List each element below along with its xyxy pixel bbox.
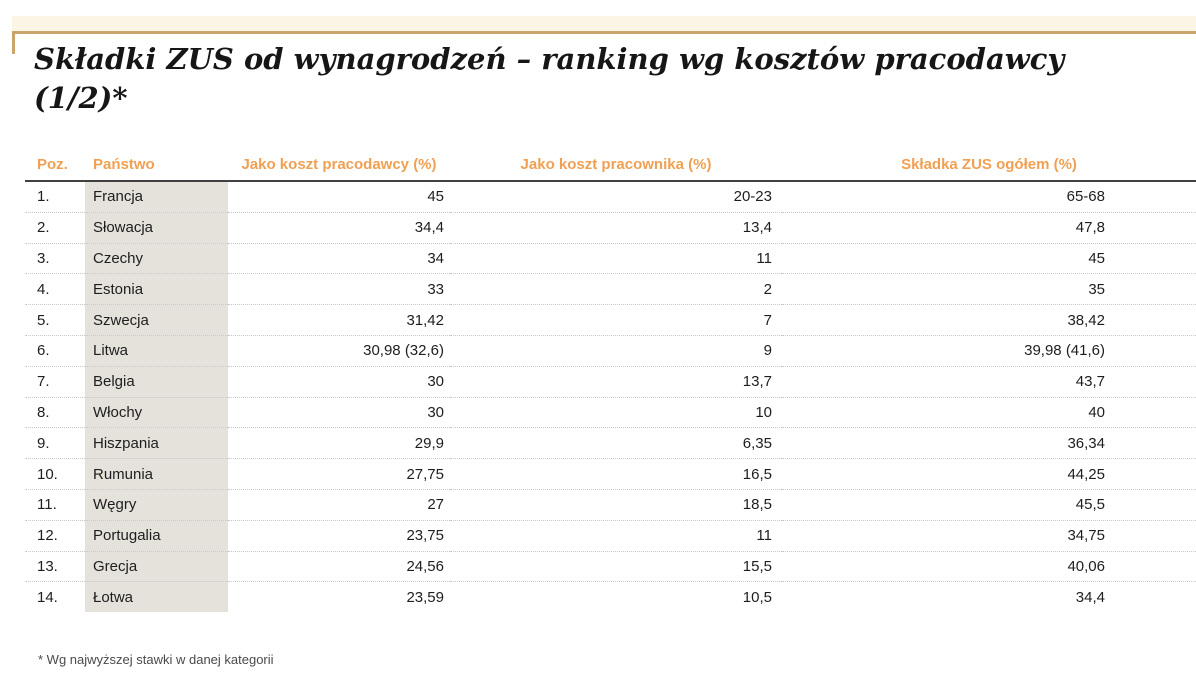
corner-bracket-horizontal <box>12 31 1196 34</box>
cell-employer-cost: 30 <box>228 365 450 398</box>
cell-country: Grecja <box>85 550 228 582</box>
cell-country: Portugalia <box>85 519 228 552</box>
cell-employee-cost: 15,5 <box>450 550 782 582</box>
cell-position: 3. <box>25 242 85 274</box>
cell-employee-cost: 11 <box>450 519 782 552</box>
cell-employee-cost: 10,5 <box>450 581 782 613</box>
column-header-koszt-pracownika: Jako koszt pracownika (%) <box>450 156 782 182</box>
cell-employer-cost: 27,75 <box>228 458 450 490</box>
cell-total-contribution: 40,06 <box>782 550 1196 582</box>
cell-country: Szwecja <box>85 304 228 336</box>
cell-total-contribution: 34,75 <box>782 519 1196 552</box>
cell-employee-cost: 2 <box>450 273 782 305</box>
cell-country: Francja <box>85 181 228 213</box>
cell-country: Estonia <box>85 273 228 305</box>
cell-country: Węgry <box>85 488 228 521</box>
cell-position: 4. <box>25 273 85 305</box>
cell-total-contribution: 44,25 <box>782 458 1196 490</box>
corner-bracket-vertical <box>12 31 15 54</box>
cell-total-contribution: 38,42 <box>782 304 1196 336</box>
table-row: 9. Hiszpania 29,9 6,35 36,34 <box>25 427 1196 459</box>
cell-country: Łotwa <box>85 581 228 613</box>
cell-employer-cost: 27 <box>228 488 450 521</box>
column-header-poz: Poz. <box>25 156 85 182</box>
cell-total-contribution: 40 <box>782 396 1196 428</box>
top-accent-band <box>12 16 1196 31</box>
cell-employer-cost: 34 <box>228 242 450 274</box>
cell-employee-cost: 9 <box>450 334 782 367</box>
cell-total-contribution: 43,7 <box>782 365 1196 398</box>
cell-position: 2. <box>25 211 85 244</box>
cell-employer-cost: 23,59 <box>228 581 450 613</box>
table-row: 13. Grecja 24,56 15,5 40,06 <box>25 550 1196 582</box>
cell-total-contribution: 65-68 <box>1066 188 1105 206</box>
slide-title-line2: (1/2)* <box>34 81 128 115</box>
cell-employer-cost: 29,9 <box>228 427 450 459</box>
cell-position: 8. <box>25 396 85 428</box>
cell-country: Słowacja <box>85 211 228 244</box>
cell-employee-cost: 18,5 <box>450 488 782 521</box>
column-header-koszt-pracodawcy: Jako koszt pracodawcy (%) <box>228 156 450 182</box>
table-body: 1. Francja 45 20-23 65-68 2. Słowacja 34,4 13,4 4… <box>25 181 1196 613</box>
cell-total-contribution: 45,5 <box>782 488 1196 521</box>
cell-employer-cost: 34,4 <box>228 211 450 244</box>
cell-country: Rumunia <box>85 458 228 490</box>
column-header-panstwo: Państwo <box>85 156 228 182</box>
table-row: 12. Portugalia 23,75 11 34,75 <box>25 519 1196 552</box>
cell-employee-cost: 6,35 <box>450 427 782 459</box>
column-header-skladka-ogolem: Składka ZUS ogółem (%) <box>782 156 1196 182</box>
cell-total-contribution: 45 <box>782 242 1196 274</box>
cell-position: 9. <box>25 427 85 459</box>
table-row: 7. Belgia 30 13,7 43,7 <box>25 365 1196 398</box>
cell-position: 5. <box>25 304 85 336</box>
cell-employee-cost: 7 <box>450 304 782 336</box>
table-row: 14. Łotwa 23,59 10,5 34,4 <box>25 581 1196 613</box>
table-row: 8. Włochy 30 10 40 <box>25 396 1196 428</box>
cell-employee-cost: 11 <box>450 242 782 274</box>
cell-country: Hiszpania <box>85 427 228 459</box>
cell-employer-cost: 33 <box>228 273 450 305</box>
cell-country: Belgia <box>85 365 228 398</box>
table-row: 6. Litwa 30,98 (32,6) 9 39,98 (41,6) <box>25 334 1196 367</box>
cell-total-contribution: 34,4 <box>782 581 1196 613</box>
cell-employee-cost: 13,4 <box>450 211 782 244</box>
cell-employee-cost: 20-23 <box>733 188 772 206</box>
cell-employer-cost: 45 <box>427 188 444 206</box>
header-row: Poz. Państwo Jako koszt pracodawcy (%) J… <box>25 156 1196 182</box>
table-row: 4. Estonia 33 2 35 <box>25 273 1196 305</box>
slide-title: Składki ZUS od wynagrodzeń – ranking wg … <box>34 40 1064 118</box>
ranking-table: Poz. Państwo Jako koszt pracodawcy (%) J… <box>25 156 1196 613</box>
cell-position: 12. <box>25 519 85 552</box>
cell-position: 14. <box>25 581 85 613</box>
cell-employer-cost: 31,42 <box>228 304 450 336</box>
cell-employee-cost: 13,7 <box>450 365 782 398</box>
table-row: 2. Słowacja 34,4 13,4 47,8 <box>25 211 1196 244</box>
cell-position: 11. <box>25 488 85 521</box>
cell-employer-cost: 24,56 <box>228 550 450 582</box>
cell-employer-cost: 23,75 <box>228 519 450 552</box>
table-row: 1. Francja 45 20-23 65-68 <box>25 181 1196 213</box>
cell-total-contribution: 35 <box>782 273 1196 305</box>
table-row: 11. Węgry 27 18,5 45,5 <box>25 488 1196 521</box>
cell-position: 10. <box>25 458 85 490</box>
cell-employer-cost: 30 <box>228 396 450 428</box>
footnote: * Wg najwyższej stawki w danej kategorii <box>38 652 274 667</box>
cell-position: 1. <box>37 188 50 206</box>
cell-position: 6. <box>25 334 85 367</box>
table-row: 3. Czechy 34 11 45 <box>25 242 1196 274</box>
cell-employee-cost: 16,5 <box>450 458 782 490</box>
cell-total-contribution: 47,8 <box>782 211 1196 244</box>
cell-country: Litwa <box>85 334 228 367</box>
cell-country: Czechy <box>85 242 228 274</box>
cell-employee-cost: 10 <box>450 396 782 428</box>
cell-total-contribution: 39,98 (41,6) <box>782 334 1196 367</box>
table-row: 10. Rumunia 27,75 16,5 44,25 <box>25 458 1196 490</box>
cell-total-contribution: 36,34 <box>782 427 1196 459</box>
cell-position: 13. <box>25 550 85 582</box>
cell-position: 7. <box>25 365 85 398</box>
slide-title-line1: Składki ZUS od wynagrodzeń – ranking wg … <box>34 42 1065 76</box>
cell-employer-cost: 30,98 (32,6) <box>228 334 450 367</box>
cell-country: Włochy <box>85 396 228 428</box>
table-row: 5. Szwecja 31,42 7 38,42 <box>25 304 1196 336</box>
